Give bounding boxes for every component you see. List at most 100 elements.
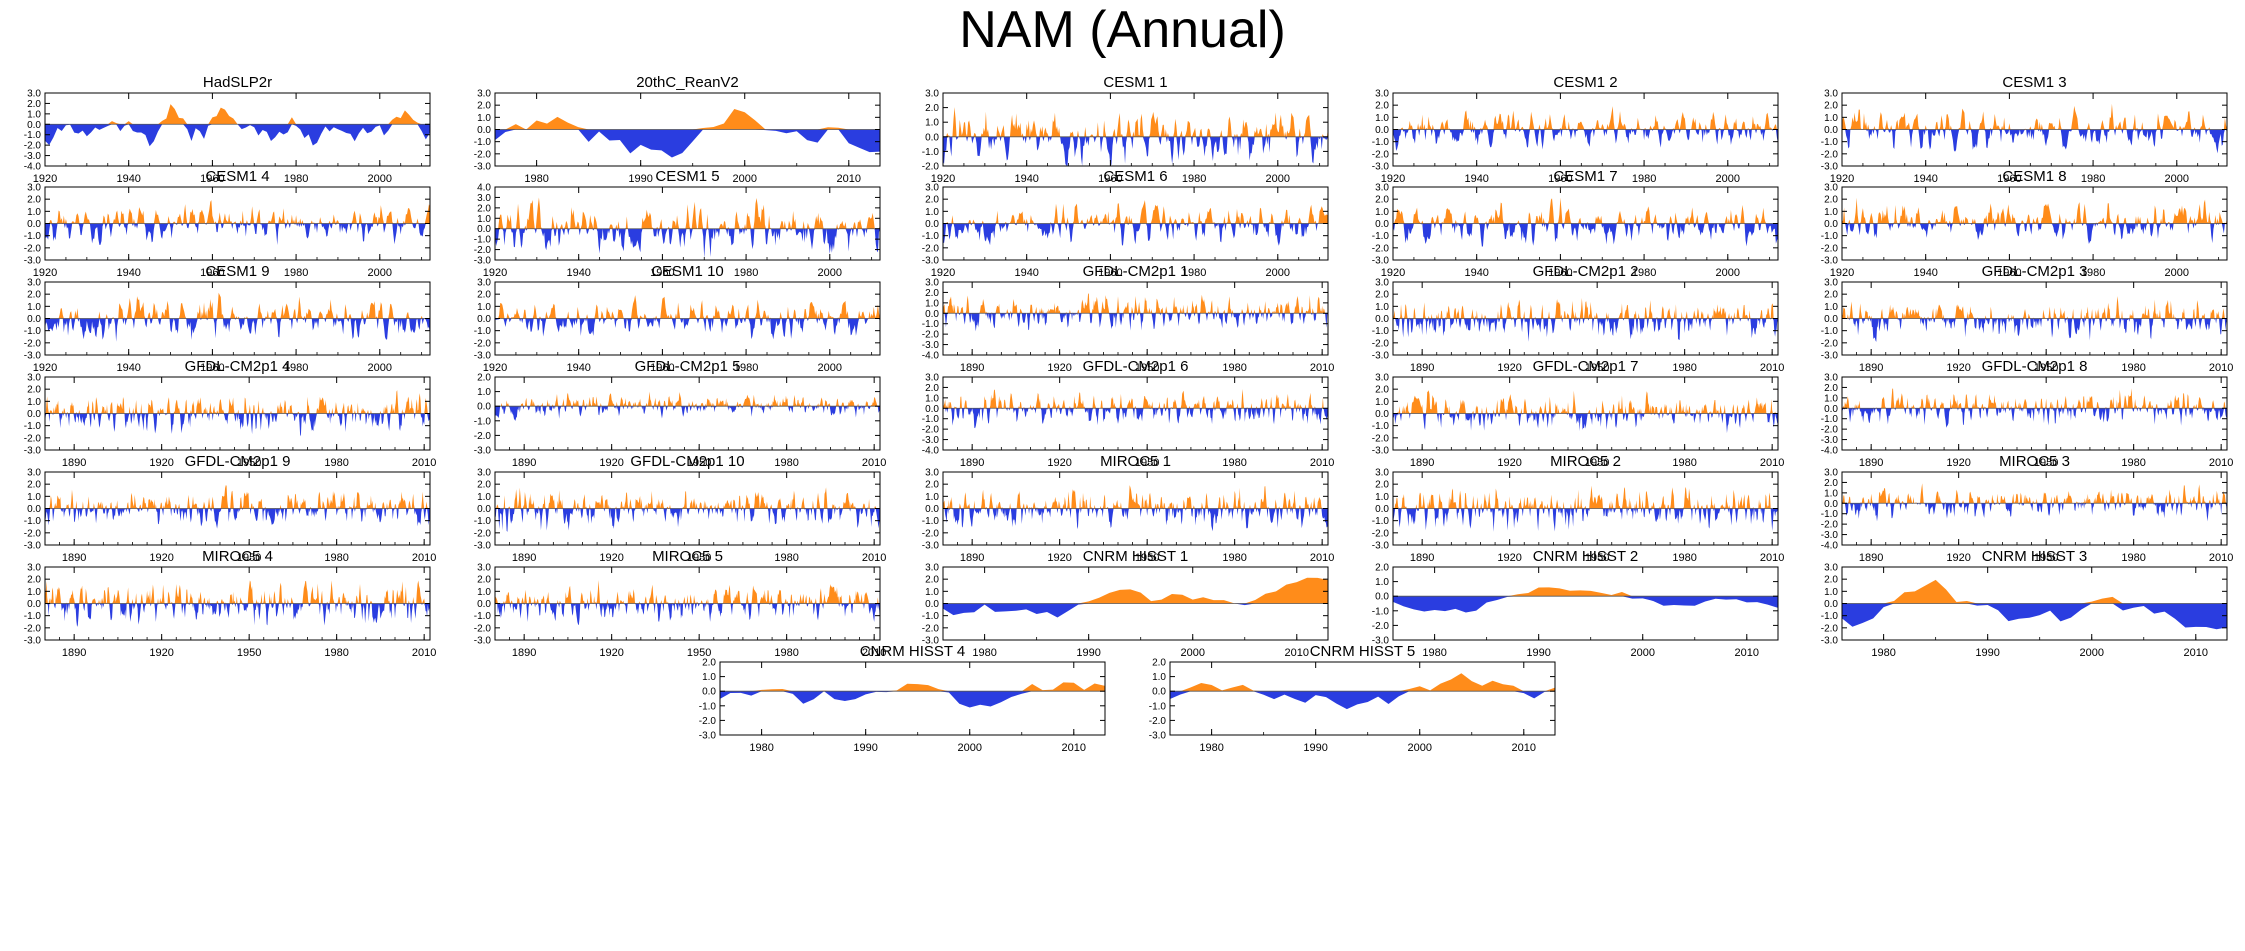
y-tick-label: 1.0 xyxy=(925,587,939,598)
x-tick-label: 1940 xyxy=(566,362,590,374)
x-tick-label: 2000 xyxy=(368,362,392,374)
y-tick-label: 2.0 xyxy=(925,383,939,394)
panel-miroc5-3: MIROC5 3 3.02.01.00.0-1.0-2.0-3.0-4.0 1890… xyxy=(1821,453,2234,564)
y-tick-label: -1.0 xyxy=(24,516,42,527)
x-tick-label: 2010 xyxy=(2209,457,2233,469)
y-tick-label: -2.0 xyxy=(1821,425,1839,436)
y-tick-label: 0.0 xyxy=(27,409,41,420)
positive-area xyxy=(495,487,880,509)
y-tick-label: -2.0 xyxy=(474,245,492,256)
y-tick-label: -2.0 xyxy=(1821,520,1839,531)
x-tick-label: 1950 xyxy=(237,457,261,469)
panel-title: GFDL-CM2p1 3 xyxy=(1982,263,2088,280)
panel-title: GFDL-CM2p1 7 xyxy=(1533,358,1639,375)
y-tick-label: 1.0 xyxy=(1375,577,1389,588)
positive-area xyxy=(495,108,880,130)
plot-frame xyxy=(719,661,1106,736)
positive-area xyxy=(1842,296,2227,319)
panel-gfdl-cm2p1-4: GFDL-CM2p1 4 3.02.01.00.0-1.0-2.0 -3.0 1890… xyxy=(24,358,437,469)
panel-miroc5-2: MIROC5 2 3.02.01.00.0-1.0-2.0 -3.0 1890 1920… xyxy=(1372,453,1785,564)
y-tick-label: -1.0 xyxy=(699,701,717,712)
x-tick-label: 1920 xyxy=(599,647,623,659)
negative-area xyxy=(1393,413,1778,434)
y-tick-label: -2.0 xyxy=(922,162,940,173)
x-tick-label: 2000 xyxy=(2165,267,2189,279)
positive-area xyxy=(720,682,1105,692)
y-tick-label: 1.0 xyxy=(702,672,716,683)
y-tick-label: 3.0 xyxy=(1824,468,1838,479)
y-tick-label: 3.0 xyxy=(477,468,491,479)
y-tick-label: -1.0 xyxy=(1821,326,1839,337)
x-tick-label: 1890 xyxy=(960,552,984,564)
plot-frame xyxy=(1841,376,2228,451)
y-tick-label: 2.0 xyxy=(27,195,41,206)
x-tick-label: 1920 xyxy=(931,267,955,279)
plot-frame xyxy=(1169,661,1556,736)
x-tick-label: 1890 xyxy=(1410,552,1434,564)
x-tick-label: 1980 xyxy=(734,267,758,279)
x-tick-label: 1940 xyxy=(1014,267,1038,279)
y-tick-label: 2.0 xyxy=(477,290,491,301)
y-tick-label: 1.0 xyxy=(1824,587,1838,598)
y-tick-label: -1.0 xyxy=(24,130,42,141)
x-tick-label: 1920 xyxy=(149,647,173,659)
y-tick-label: -2.0 xyxy=(24,141,42,152)
panel-title: CESM1 1 xyxy=(1103,74,1167,91)
positive-area xyxy=(495,580,880,604)
y-tick-label: 3.0 xyxy=(1824,183,1838,194)
y-tick-label: 0.0 xyxy=(27,219,41,230)
panel-gfdl-cm2p1-8: GFDL-CM2p1 8 3.02.01.00.0-1.0-2.0-3.0-4.0… xyxy=(1821,358,2234,469)
y-tick-label: 2.0 xyxy=(477,575,491,586)
negative-area xyxy=(720,691,1105,708)
panel-title: GFDL-CM2p1 2 xyxy=(1533,263,1639,280)
y-tick-label: -3.0 xyxy=(24,446,42,457)
negative-area xyxy=(1842,318,2227,342)
panel-title: MIROC5 3 xyxy=(1999,453,2070,470)
figure-title: NAM (Annual) xyxy=(959,1,1286,59)
y-tick-label: -1.0 xyxy=(922,231,940,242)
y-tick-label: -2.0 xyxy=(1372,149,1390,160)
x-tick-label: 1940 xyxy=(1913,267,1937,279)
x-tick-label: 1920 xyxy=(33,173,57,185)
y-tick-label: 1.0 xyxy=(925,118,939,129)
positive-area xyxy=(45,390,430,414)
y-tick-label: 0.0 xyxy=(702,687,716,698)
panel-title: CNRM HISST 4 xyxy=(860,643,966,660)
y-tick-label: 1.0 xyxy=(27,492,41,503)
panel-title: GFDL-CM2p1 4 xyxy=(185,358,291,375)
negative-area xyxy=(1842,503,2227,522)
y-tick-label: -2.0 xyxy=(24,243,42,254)
y-tick-label: 1.0 xyxy=(477,492,491,503)
x-tick-label: 1960 xyxy=(200,173,224,185)
y-tick-label: -1.0 xyxy=(1372,516,1390,527)
negative-area xyxy=(45,318,430,342)
positive-area xyxy=(495,197,880,229)
y-tick-label: 1.0 xyxy=(27,302,41,313)
x-tick-label: 1980 xyxy=(774,647,798,659)
positive-area xyxy=(45,485,430,509)
y-tick-label: 2.0 xyxy=(1824,383,1838,394)
y-tick-label: 3.0 xyxy=(1375,89,1389,100)
y-tick-label: -3.0 xyxy=(474,446,492,457)
y-tick-label: 1.0 xyxy=(1824,393,1838,404)
x-tick-label: 1980 xyxy=(2081,173,2105,185)
y-tick-label: 0.0 xyxy=(1824,219,1838,230)
y-tick-label: 1.0 xyxy=(477,587,491,598)
positive-area xyxy=(943,485,1328,509)
x-tick-label: 1980 xyxy=(1222,457,1246,469)
y-tick-label: 0.0 xyxy=(477,224,491,235)
y-tick-label: -3.0 xyxy=(922,541,940,552)
y-tick-label: -3.0 xyxy=(24,256,42,267)
x-tick-label: 1890 xyxy=(1410,362,1434,374)
y-tick-label: -1.0 xyxy=(474,326,492,337)
y-tick-label: -2.0 xyxy=(24,433,42,444)
panel-cnrm-hisst-3: CNRM HISST 3 3.02.01.00.0-1.0-2.0 -3.0 1980… xyxy=(1821,548,2228,659)
x-tick-label: 2000 xyxy=(732,173,756,185)
panel-title: CNRM HISST 5 xyxy=(1310,643,1416,660)
y-tick-label: 2.0 xyxy=(1375,385,1389,396)
x-tick-label: 1940 xyxy=(566,267,590,279)
x-tick-label: 2010 xyxy=(1735,647,1759,659)
y-tick-label: -2.0 xyxy=(922,243,940,254)
